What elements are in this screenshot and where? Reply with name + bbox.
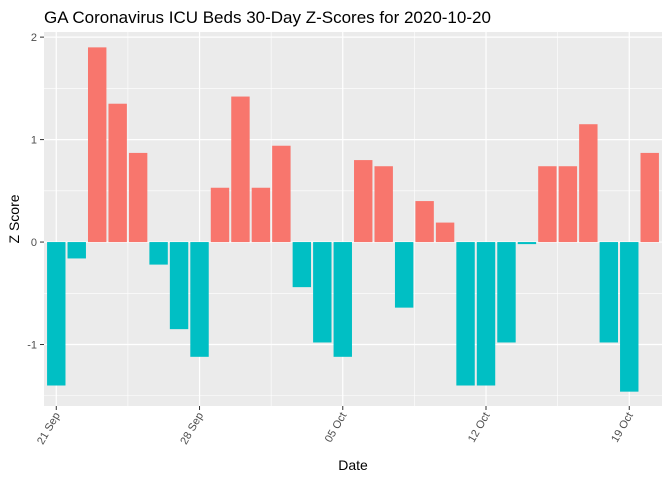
bar [251, 187, 271, 243]
bar [538, 166, 557, 243]
y-tick-label: 0 [31, 237, 37, 249]
y-tick-label: 1 [31, 135, 37, 147]
bar [333, 242, 352, 357]
bar [599, 242, 619, 343]
bar [476, 242, 496, 386]
bar [620, 242, 639, 392]
y-axis: -1 0 1 2 [27, 32, 44, 352]
bar [415, 201, 434, 243]
bar [313, 242, 332, 343]
x-tick-label: 19 Oct [609, 411, 636, 445]
y-tick-label: -1 [27, 340, 37, 352]
x-axis-title: Date [338, 457, 368, 473]
bar [394, 242, 414, 308]
bar [374, 166, 393, 243]
bars [47, 47, 659, 392]
bar [354, 160, 373, 243]
bar [435, 222, 455, 243]
x-tick-label: 28 Sep [178, 411, 206, 447]
bar [67, 242, 86, 259]
bar [640, 152, 659, 243]
bar [190, 242, 209, 357]
x-tick-label: 12 Oct [466, 411, 493, 445]
bar [579, 124, 598, 243]
y-axis-title: Z Score [6, 194, 22, 243]
chart-title: GA Coronavirus ICU Beds 30-Day Z-Scores … [44, 8, 491, 27]
y-tick-label: 2 [31, 32, 37, 44]
bar [272, 145, 291, 243]
bar [108, 103, 127, 243]
bar [169, 242, 189, 330]
bar [128, 152, 148, 243]
bar [149, 242, 168, 265]
bar [231, 96, 250, 243]
x-axis: 21 Sep 28 Sep 05 Oct 12 Oct 19 Oct [35, 406, 636, 447]
bar [456, 242, 475, 386]
bar [558, 166, 578, 243]
bar [517, 242, 537, 245]
bar [47, 242, 66, 386]
x-tick-label: 05 Oct [323, 411, 350, 445]
bar [210, 187, 230, 243]
bar [292, 242, 312, 288]
bar [497, 242, 516, 343]
bar [87, 47, 107, 243]
x-tick-label: 21 Sep [35, 411, 63, 447]
